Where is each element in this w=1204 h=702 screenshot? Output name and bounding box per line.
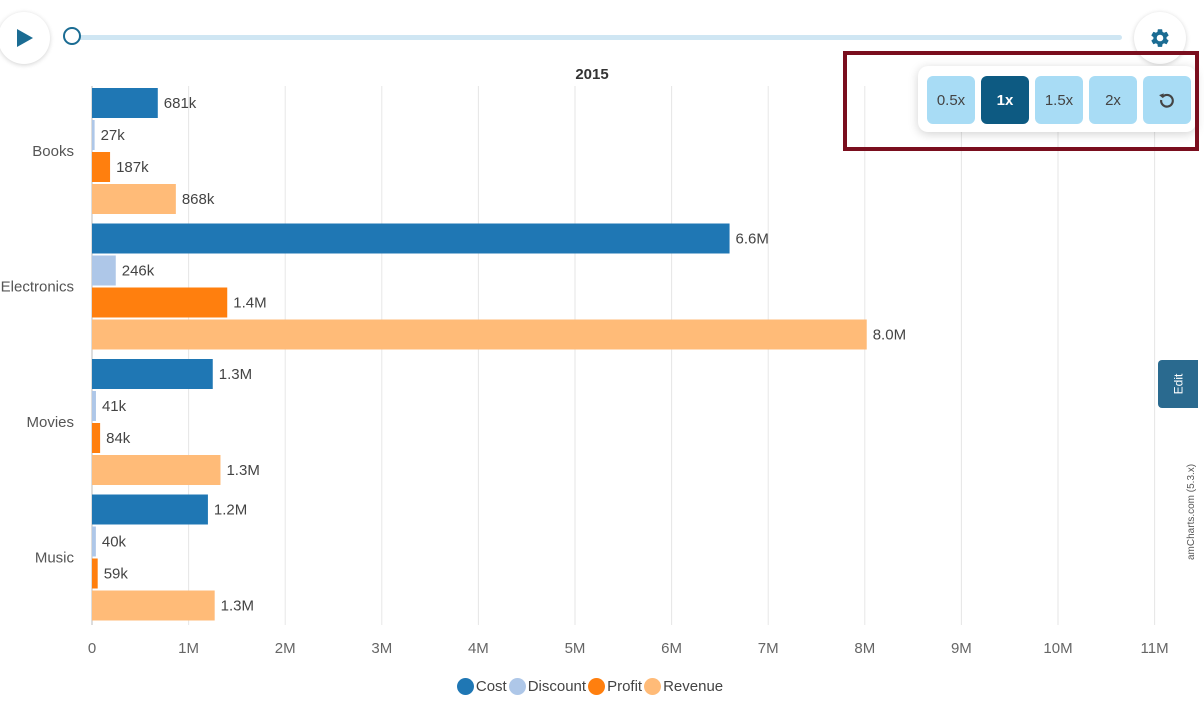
legend: Cost Discount Profit Revenue [0, 676, 1180, 696]
bar-discount[interactable] [92, 120, 95, 150]
timeline-handle[interactable] [63, 27, 81, 45]
x-tick-label: 10M [1043, 640, 1072, 657]
data-label: 246k [122, 263, 155, 280]
timeline-track[interactable] [72, 35, 1122, 40]
legend-item-discount[interactable]: Discount [508, 677, 587, 695]
x-tick-label: 7M [758, 640, 779, 657]
legend-label: Revenue [663, 677, 724, 695]
bar-cost[interactable] [92, 223, 730, 254]
bar-cost[interactable] [92, 88, 158, 118]
bar-revenue[interactable] [92, 184, 176, 214]
bar-cost[interactable] [92, 359, 213, 389]
bar-revenue[interactable] [92, 319, 867, 350]
data-label: 1.4M [233, 295, 266, 312]
speed-1x-button[interactable]: 1x [981, 76, 1029, 124]
edit-tab[interactable]: Edit [1158, 360, 1198, 408]
x-tick-label: 9M [951, 640, 972, 657]
data-label: 84k [106, 430, 131, 447]
data-label: 27k [101, 127, 126, 144]
category-label: Movies [26, 414, 74, 431]
speed-2x-button[interactable]: 2x [1089, 76, 1137, 124]
legend-swatch [644, 677, 662, 695]
chart-title: 2015 [575, 66, 608, 83]
legend-label: Cost [475, 677, 507, 695]
legend-item-profit[interactable]: Profit [588, 677, 643, 695]
bar-revenue[interactable] [92, 455, 221, 485]
x-tick-label: 4M [468, 640, 489, 657]
data-label: 1.2M [214, 502, 247, 519]
x-tick-label: 2M [275, 640, 296, 657]
axes: 0 1M 2M 3M 4M 5M 6M 7M 8M 9M 10M 11M Books Electronic… [1, 143, 1169, 657]
legend-label: Discount [527, 677, 587, 695]
data-label: 41k [102, 398, 127, 415]
data-label: 681k [164, 95, 197, 112]
reset-icon [1159, 93, 1174, 108]
credit-text: amCharts.com (5.3.x) [1186, 463, 1197, 560]
x-tick-label: 0 [88, 640, 96, 657]
legend-swatch [456, 677, 474, 695]
category-label: Books [32, 143, 74, 160]
settings-button[interactable] [1134, 12, 1186, 64]
legend-item-cost[interactable]: Cost [456, 677, 507, 695]
data-label: 59k [104, 566, 129, 583]
legend-item-revenue[interactable]: Revenue [644, 677, 724, 695]
bar-profit[interactable] [92, 287, 228, 318]
bar-profit[interactable] [92, 152, 111, 182]
legend-swatch [508, 677, 526, 695]
bar-profit[interactable] [92, 558, 98, 589]
speed-panel: 0.5x 1x 1.5x 2x [918, 66, 1196, 132]
category-label: Electronics [1, 279, 74, 296]
x-tick-label: 1M [178, 640, 199, 657]
bar-profit[interactable] [92, 423, 101, 453]
reset-button[interactable] [1143, 76, 1191, 124]
speed-1.5x-button[interactable]: 1.5x [1035, 76, 1083, 124]
x-tick-label: 5M [565, 640, 586, 657]
data-label: 40k [102, 534, 127, 551]
bar-discount[interactable] [92, 255, 116, 286]
data-label: 187k [116, 159, 149, 176]
bar-revenue[interactable] [92, 590, 215, 621]
bar-discount[interactable] [92, 526, 96, 557]
speed-0.5x-button[interactable]: 0.5x [927, 76, 975, 124]
data-label: 1.3M [226, 462, 259, 479]
legend-swatch [588, 677, 606, 695]
x-tick-label: 3M [371, 640, 392, 657]
bar-cost[interactable] [92, 494, 208, 525]
data-label: 1.3M [221, 598, 254, 615]
legend-label: Profit [607, 677, 643, 695]
gear-icon [1151, 29, 1169, 47]
bars [92, 88, 867, 621]
edit-label: Edit [1171, 373, 1185, 395]
category-label: Music [35, 550, 75, 567]
bar-discount[interactable] [92, 391, 96, 421]
gridlines [91, 86, 1156, 625]
data-label: 1.3M [219, 366, 252, 383]
data-label: 8.0M [873, 327, 906, 344]
play-button[interactable] [0, 12, 50, 64]
play-icon [17, 29, 33, 47]
data-label: 868k [182, 191, 215, 208]
data-labels: 681k 6.6M 1.3M 1.2M 27k 246k 41k 40k 187k 1.4M 84k… [101, 95, 906, 615]
x-tick-label: 6M [661, 640, 682, 657]
x-tick-label: 8M [854, 640, 875, 657]
x-tick-label: 11M [1141, 640, 1169, 657]
data-label: 6.6M [736, 231, 769, 248]
